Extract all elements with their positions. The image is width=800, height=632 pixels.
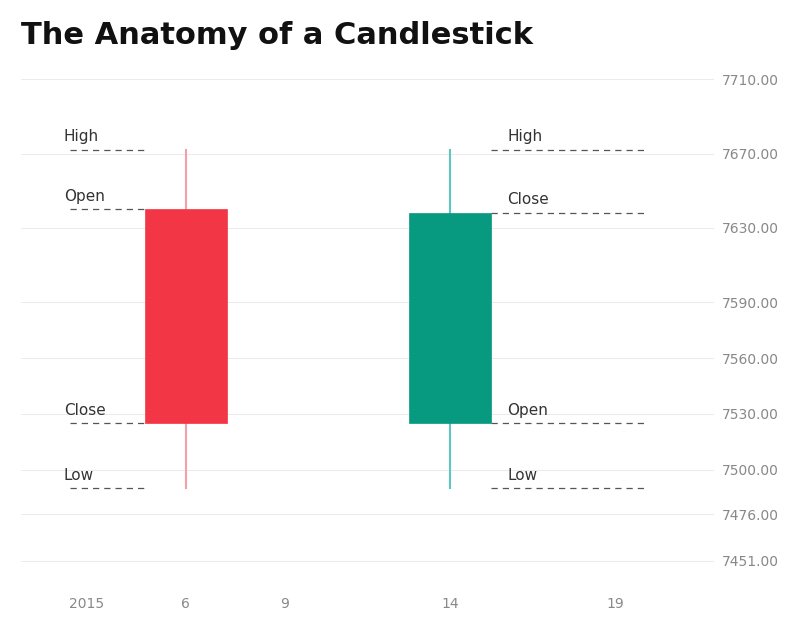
Text: The Anatomy of a Candlestick: The Anatomy of a Candlestick: [21, 21, 533, 50]
Text: Open: Open: [507, 403, 549, 418]
Text: High: High: [507, 129, 542, 144]
Text: Low: Low: [64, 468, 94, 483]
Bar: [409, 213, 491, 423]
Text: Close: Close: [64, 403, 106, 418]
Text: Close: Close: [507, 193, 550, 207]
Text: Low: Low: [507, 468, 538, 483]
Text: High: High: [64, 129, 99, 144]
Bar: [145, 209, 227, 423]
Text: Open: Open: [64, 189, 105, 204]
